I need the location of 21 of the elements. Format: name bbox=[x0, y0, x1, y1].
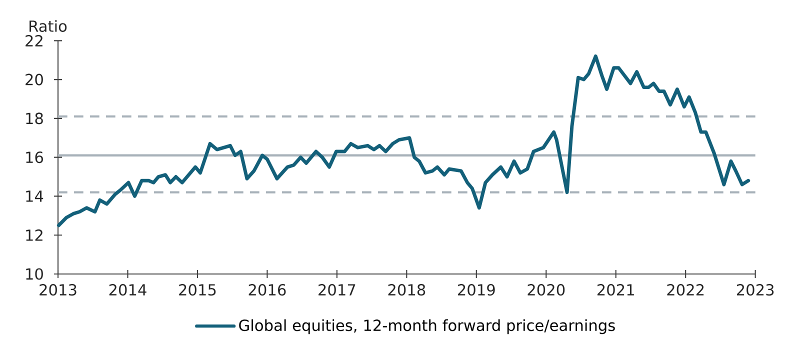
y-tick-label: 14 bbox=[26, 190, 44, 202]
x-tick-label: 2021 bbox=[597, 284, 634, 296]
x-tick-label: 2022 bbox=[667, 284, 704, 296]
y-tick-label: 20 bbox=[26, 74, 43, 86]
x-tick-label: 2013 bbox=[40, 284, 76, 296]
x-tick-label: 2019 bbox=[458, 284, 495, 296]
legend-label: Global equities, 12-month forward price/earnings bbox=[239, 319, 615, 334]
y-tick-label: 10 bbox=[26, 268, 43, 280]
x-tick-label: 2020 bbox=[528, 284, 565, 296]
y-tick-label: 18 bbox=[26, 112, 43, 124]
x-tick-label: 2023 bbox=[736, 284, 774, 296]
y-tick-label: 22 bbox=[26, 34, 42, 46]
x-tick-label: 2014 bbox=[109, 284, 146, 296]
x-tick-label: 2015 bbox=[179, 284, 216, 296]
y-axis-title: Ratio bbox=[30, 20, 67, 32]
line-series bbox=[56, 54, 750, 228]
y-tick-label: 12 bbox=[26, 229, 42, 241]
x-tick-label: 2016 bbox=[248, 284, 286, 296]
x-tick-label: 2018 bbox=[388, 284, 426, 296]
y-tick-label: 16 bbox=[26, 152, 43, 164]
x-tick-label: 2017 bbox=[318, 284, 356, 296]
